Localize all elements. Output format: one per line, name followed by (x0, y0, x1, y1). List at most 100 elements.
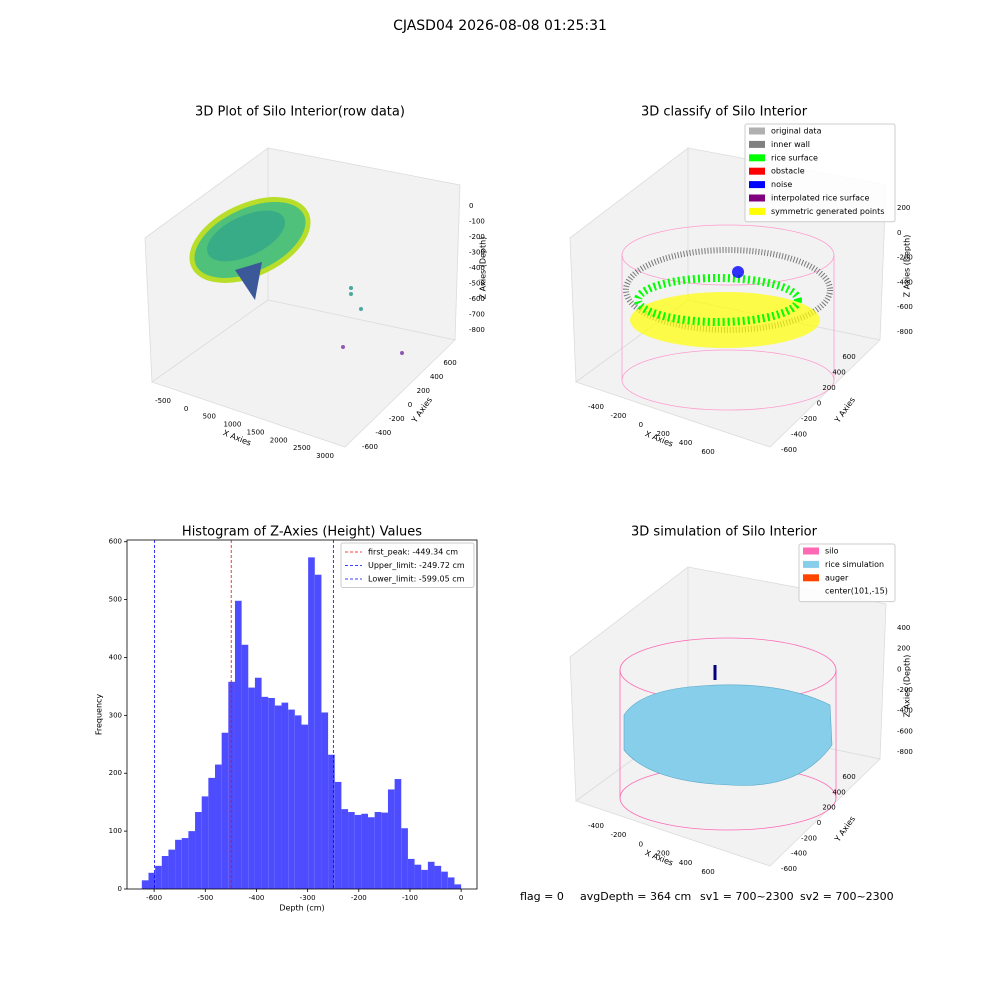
bar (221, 732, 229, 889)
bar (427, 861, 435, 889)
legend-swatch (749, 127, 765, 135)
legend-label: inner wall (771, 140, 810, 149)
y-tick-label: -200 (801, 834, 817, 842)
z-tick-label: -400 (469, 264, 485, 272)
z-tick-label: 400 (897, 624, 910, 632)
z-tick-label: -500 (469, 280, 485, 288)
bar (261, 696, 269, 889)
z-tick-label: 200 (897, 645, 910, 653)
legend-label: Upper_limit: -249.72 cm (368, 561, 465, 570)
bar (268, 698, 275, 889)
panel1-box (144, 147, 461, 448)
legend-swatch (749, 207, 765, 215)
y-tick-label: -200 (801, 415, 817, 423)
bar (201, 796, 209, 889)
x-tick-label: 400 (679, 439, 692, 447)
y-axis-label: Frequency (95, 694, 104, 736)
y-tick-label: 500 (109, 596, 122, 604)
x-tick-label: 3000 (316, 452, 334, 460)
bar (181, 838, 189, 889)
legend-label: noise (771, 180, 792, 189)
y-tick-label: 600 (842, 773, 855, 781)
y-tick-label: -400 (791, 850, 807, 858)
bar (188, 831, 196, 889)
x-tick-label: -600 (146, 894, 162, 902)
bar (288, 709, 295, 889)
figure-title: CJASD04 2026-08-08 01:25:31 (393, 18, 607, 34)
legend-swatch (803, 560, 819, 568)
x-tick-label: 2000 (270, 436, 288, 444)
z-tick-label: -800 (469, 326, 485, 334)
x-tick-label: 0 (639, 840, 643, 848)
bar (321, 712, 329, 889)
y-tick-label: -600 (781, 446, 797, 454)
legend-box (744, 123, 896, 223)
y-tick-label: 600 (109, 538, 122, 546)
x-tick-label: 0 (639, 421, 643, 429)
x-tick-label: -100 (402, 894, 418, 902)
y-tick-label: -400 (375, 429, 391, 437)
y-tick-label: -600 (781, 865, 797, 873)
y-tick-label: 200 (822, 804, 835, 812)
bar (281, 702, 289, 889)
legend-swatch (749, 167, 765, 175)
chart-title: Histogram of Z-Axies (Height) Values (182, 525, 422, 540)
z-tick-label: 200 (897, 204, 910, 212)
bar (161, 856, 169, 889)
x-tick-label: 1000 (224, 421, 242, 429)
bar (241, 644, 249, 889)
bar (234, 600, 242, 889)
bar (341, 809, 349, 889)
bar (421, 869, 428, 889)
y-tick-label: 0 (118, 885, 122, 893)
bar (361, 813, 369, 889)
legend-label: obstacle (771, 167, 805, 176)
x-tick-label: -400 (588, 403, 604, 411)
legend-label: rice simulation (825, 560, 884, 569)
y-tick-label: 400 (832, 369, 845, 377)
z-tick-label: 0 (469, 202, 473, 210)
x-tick-label: 500 (203, 413, 216, 421)
y-tick-label: -600 (362, 443, 378, 451)
bar (141, 880, 149, 889)
bar (407, 858, 415, 889)
bar (301, 724, 309, 889)
y-tick-label: -400 (791, 431, 807, 439)
plot-frame (126, 539, 478, 890)
x-axis-label: Depth (cm) (279, 904, 324, 913)
legend-label: first_peak: -449.34 cm (368, 548, 458, 557)
y-tick-label: 100 (109, 827, 122, 835)
chart-title: 3D classify of Silo Interior (641, 105, 808, 120)
z-tick-label: -800 (897, 748, 913, 756)
bar (441, 871, 448, 889)
x-tick-label: -400 (588, 822, 604, 830)
y-tick-label: 0 (817, 819, 821, 827)
legend-swatch (803, 547, 819, 555)
bar (387, 789, 395, 889)
legend-swatch (803, 574, 819, 582)
legend-label: silo (825, 547, 839, 556)
bar (274, 705, 282, 889)
y-tick-label: 200 (822, 384, 835, 392)
x-tick-label: 0 (184, 405, 188, 413)
legend-box (340, 542, 475, 588)
legend-label: interpolated rice surface (771, 194, 869, 203)
legend-label: original data (771, 127, 822, 136)
y-tick-label: 200 (417, 387, 430, 395)
z-tick-label: 0 (897, 665, 901, 673)
bar (168, 849, 176, 889)
x-tick-label: -500 (155, 397, 171, 405)
bar (308, 557, 315, 889)
footer-text: sv2 = 700~2300 (800, 890, 894, 903)
legend-box (798, 543, 896, 603)
bar (254, 677, 262, 889)
z-axis-label: Z Axies (Depth) (479, 237, 488, 300)
z-tick-label: -200 (469, 233, 485, 241)
legend-label: center(101,-15) (825, 587, 888, 596)
bar (314, 574, 322, 889)
bar (195, 812, 202, 889)
bar (381, 812, 388, 889)
bar (155, 865, 162, 889)
z-tick-label: -700 (469, 311, 485, 319)
y-tick-label: 200 (109, 769, 122, 777)
